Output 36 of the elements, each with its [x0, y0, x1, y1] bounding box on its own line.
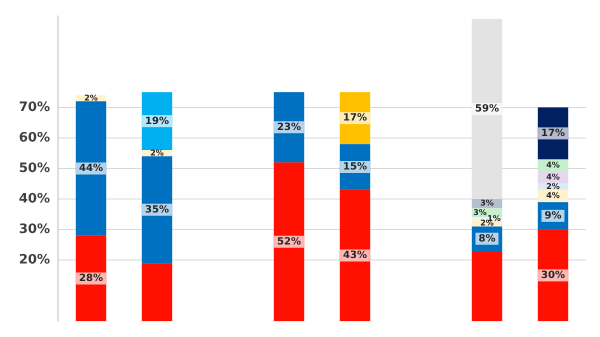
data-label: 35%	[145, 204, 169, 216]
data-label: 15%	[343, 162, 367, 173]
y-tick-label: 70%	[18, 100, 50, 115]
bar	[274, 162, 304, 322]
data-label: 43%	[343, 250, 367, 262]
y-tick-label: 60%	[18, 130, 50, 146]
bar	[142, 263, 172, 322]
data-label: 8%	[478, 233, 496, 244]
bar	[142, 156, 172, 264]
data-label: 19%	[145, 116, 169, 127]
y-tick-label: 50%	[18, 160, 50, 176]
bar	[76, 101, 106, 236]
bar	[472, 250, 502, 322]
bar	[340, 190, 370, 322]
data-label: 2%	[150, 148, 164, 158]
data-label: 2%	[480, 218, 494, 228]
data-label: 17%	[541, 128, 565, 139]
y-tick-label: 30%	[18, 222, 50, 237]
data-label: 2%	[84, 93, 98, 102]
data-label: 3%	[480, 198, 494, 208]
data-label: 9%	[544, 210, 562, 222]
y-tick-label: 40%	[18, 191, 50, 206]
data-label: 17%	[343, 112, 367, 124]
data-label: 4%	[546, 172, 560, 182]
data-label: 2%	[546, 182, 560, 191]
data-label: 3%	[473, 208, 487, 217]
data-label: 4%	[546, 191, 560, 200]
data-label: 28%	[79, 273, 103, 284]
data-label: 23%	[277, 122, 301, 133]
y-tick-label: 20%	[18, 252, 50, 268]
data-label: 4%	[546, 160, 560, 170]
bar	[538, 230, 568, 322]
data-label: 52%	[277, 236, 301, 248]
data-label: 59%	[475, 104, 499, 115]
data-label: 44%	[79, 163, 103, 174]
data-label: 30%	[541, 270, 565, 281]
